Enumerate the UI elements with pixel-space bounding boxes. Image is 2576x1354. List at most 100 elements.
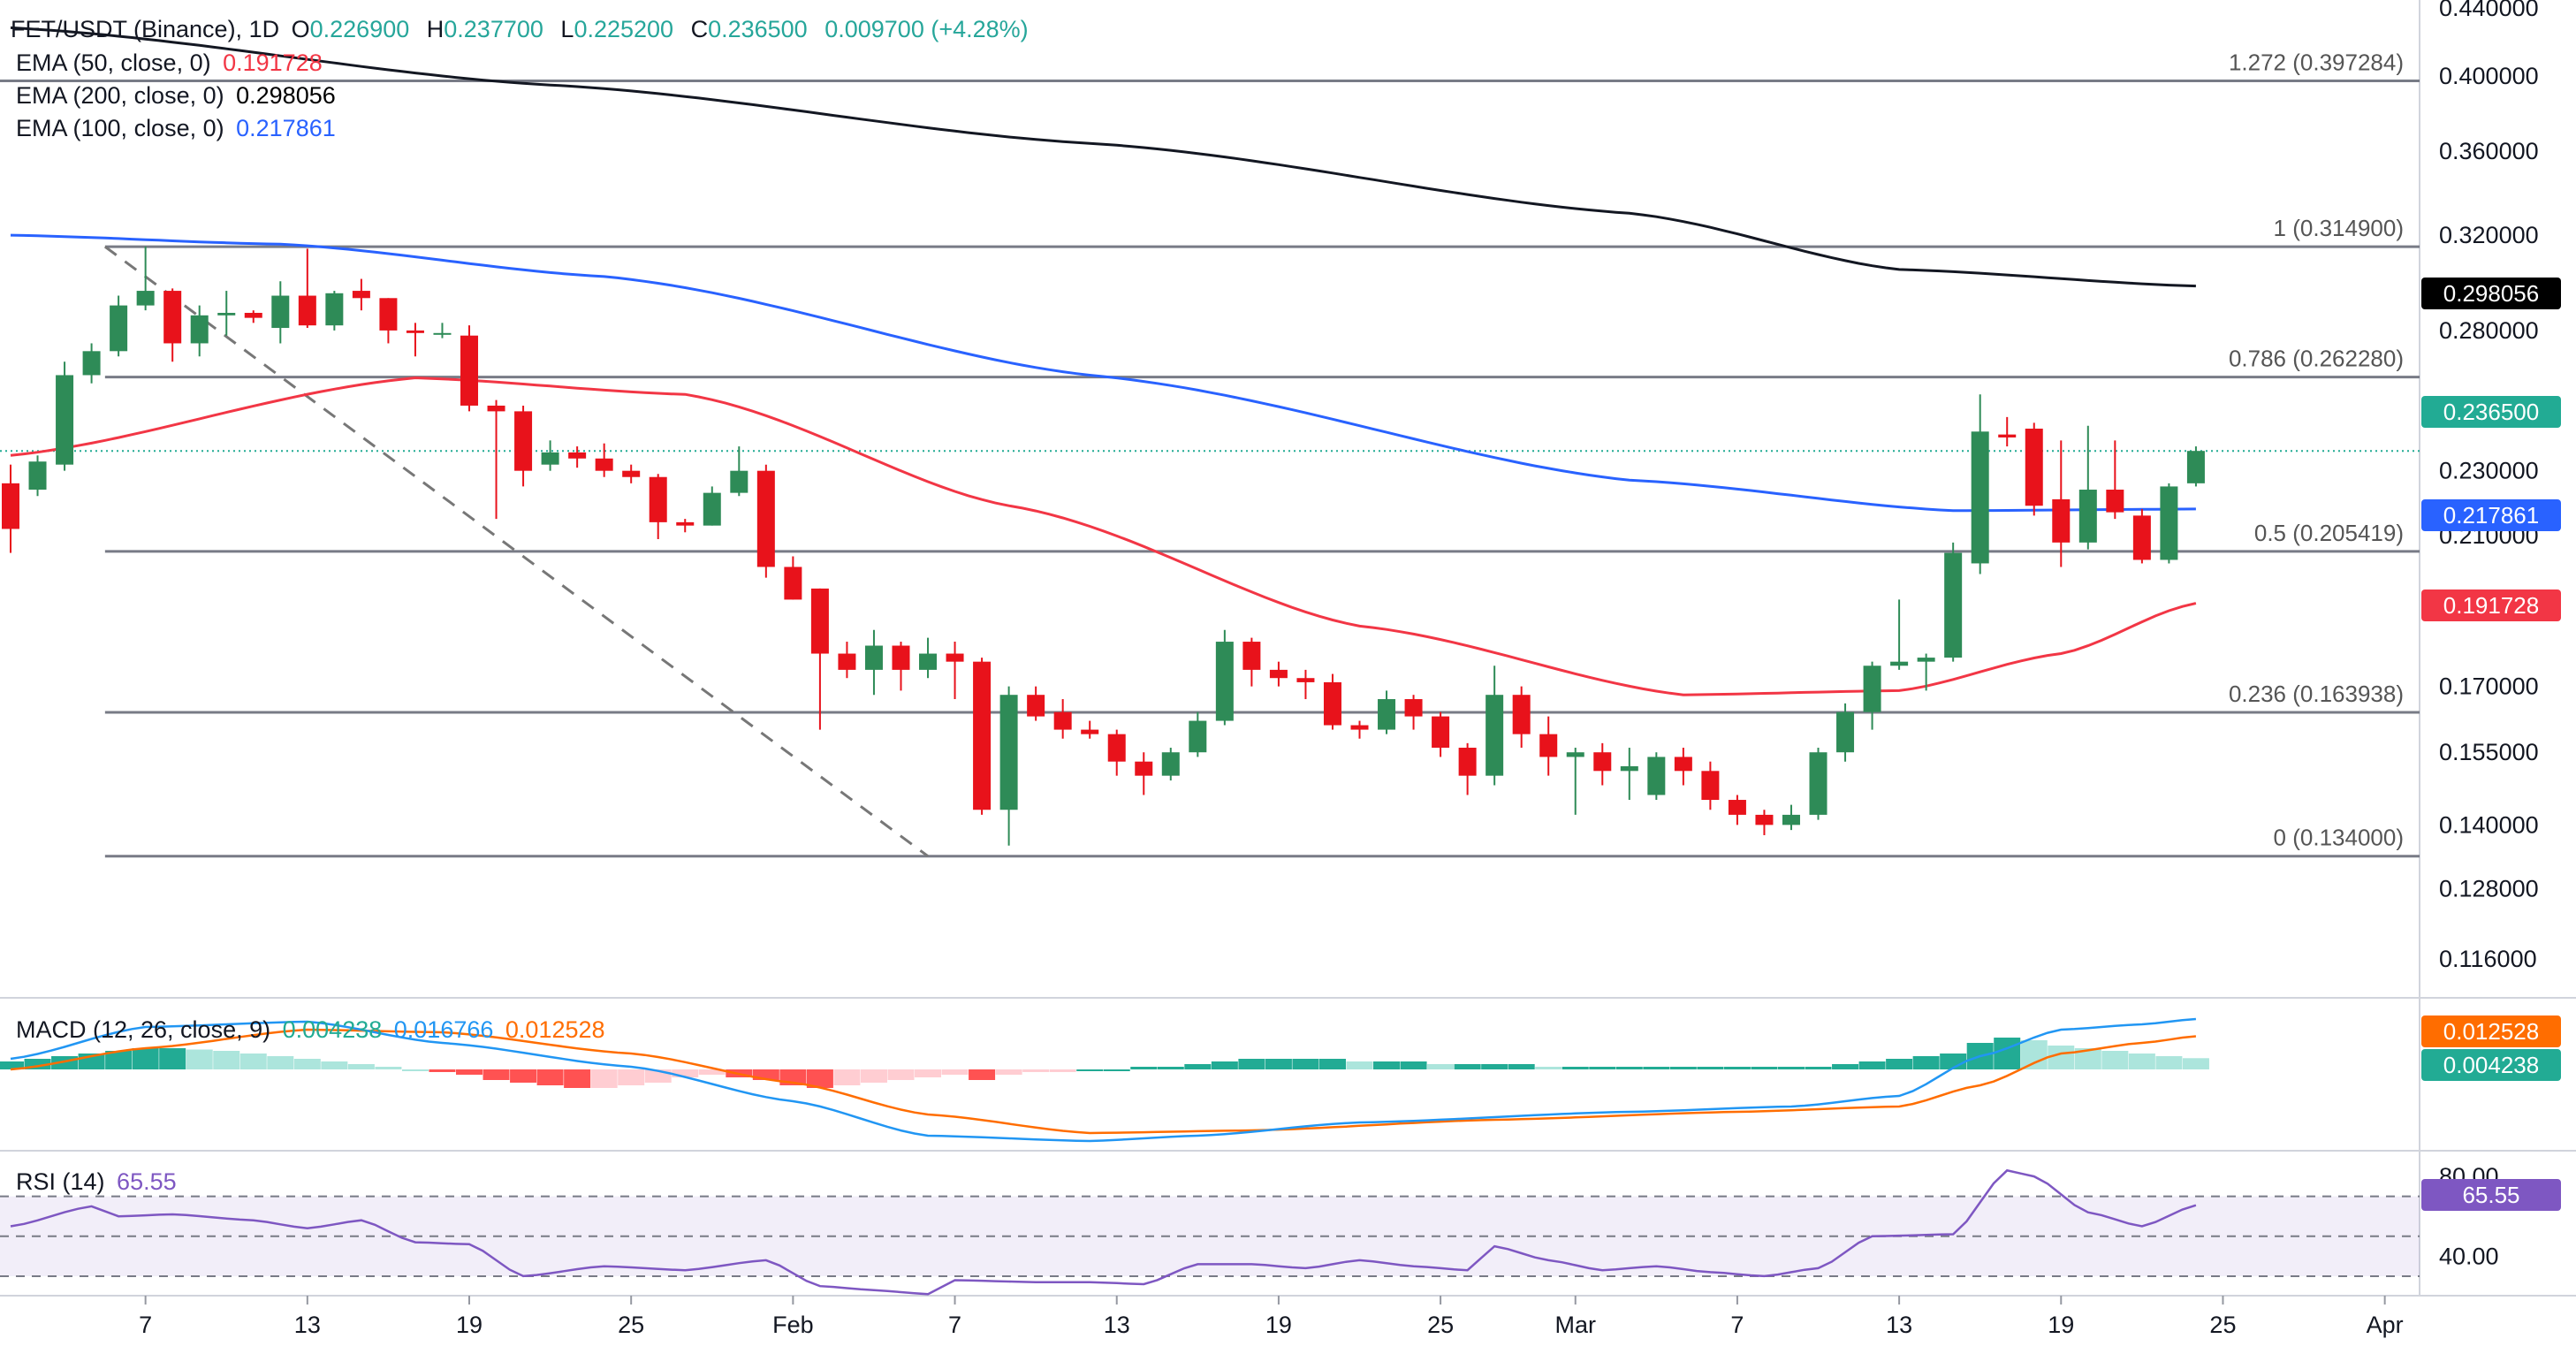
rsi-tick-label: 40.00: [2439, 1243, 2499, 1269]
macd-histogram-bar: [1508, 1064, 1535, 1069]
candle-body: [1027, 695, 1045, 717]
macd-histogram-bar: [1615, 1067, 1643, 1069]
candle-body: [379, 298, 398, 331]
macd-histogram-bar: [564, 1069, 591, 1088]
candle-body: [919, 653, 938, 670]
ema100-legend[interactable]: EMA (100, close, 0) 0.217861: [16, 115, 341, 142]
macd-histogram-bar: [213, 1051, 240, 1069]
macd-histogram-bar: [1669, 1067, 1697, 1069]
candle-body: [1944, 552, 1963, 658]
candle-body: [1135, 761, 1153, 776]
candle-body: [1593, 752, 1612, 772]
macd-histogram-bar: [1832, 1064, 1859, 1069]
time-tick-label: 19: [456, 1312, 483, 1338]
ema100-line: [10, 233, 2196, 513]
candle-body: [1782, 814, 1800, 825]
candle-body: [298, 295, 316, 326]
symbol-legend[interactable]: FET/USDT (Binance), 1D O0.226900 H0.2377…: [11, 16, 1034, 43]
candle-body: [1512, 695, 1531, 734]
price-tick-label: 0.116000: [2439, 946, 2537, 972]
macd-histogram-bar: [1589, 1067, 1616, 1069]
macd-histogram-bar: [2048, 1046, 2075, 1069]
time-tick-label: 7: [139, 1312, 152, 1338]
fib-level-label: 0.5 (0.205419): [2254, 520, 2404, 546]
macd-histogram-bar: [132, 1048, 159, 1069]
candle-body: [2160, 486, 2178, 560]
candle-body: [406, 330, 424, 333]
macd-histogram-bar: [1346, 1061, 1373, 1069]
macd-histogram-bar: [1643, 1067, 1670, 1069]
candle-body: [1836, 711, 1855, 753]
candle-body: [2106, 490, 2124, 513]
candle-body: [1161, 752, 1180, 776]
candle-body: [325, 293, 344, 326]
ema50-name: EMA (50, close, 0): [16, 49, 211, 76]
macd-legend[interactable]: MACD (12, 26, close, 9) 0.004238 0.01676…: [16, 1016, 611, 1044]
macd-histogram-bar: [969, 1069, 996, 1080]
macd-histogram-bar: [1427, 1064, 1455, 1069]
candle-body: [1620, 765, 1638, 772]
macd-histogram-bar: [1184, 1064, 1212, 1069]
ema200-legend[interactable]: EMA (200, close, 0) 0.298056: [16, 82, 341, 110]
last-price-badge: 0.236500: [2421, 396, 2561, 428]
candle-body: [676, 521, 695, 526]
candlesticks: [2, 246, 2205, 846]
time-axis[interactable]: 7 13 19 25 Feb 7 13 19 25 Mar 7 13 19 25 Apr: [139, 1296, 2404, 1338]
ema200-line: [10, 26, 2196, 288]
candle-body: [541, 452, 559, 465]
macd-histogram-bar: [429, 1069, 456, 1072]
macd-histogram-bar: [672, 1069, 699, 1077]
candle-body: [82, 351, 101, 376]
price-tick-label: 0.170000: [2439, 673, 2539, 700]
macd-histogram-bar: [347, 1064, 375, 1069]
macd-histogram-bar: [1886, 1059, 1913, 1069]
candle-body: [1107, 734, 1126, 762]
candle-body: [622, 470, 641, 477]
close-label: C: [690, 16, 709, 42]
time-tick-label: 13: [1104, 1312, 1130, 1338]
price-tick-label: 0.320000: [2439, 222, 2539, 248]
ema50-line: [10, 376, 2197, 696]
price-tick-label: 0.360000: [2439, 138, 2539, 164]
candle-body: [864, 645, 883, 670]
time-tick-label: 7: [948, 1312, 961, 1338]
time-tick-label: 7: [1730, 1312, 1744, 1338]
macd-histogram-bar: [510, 1069, 537, 1083]
candle-body: [1890, 661, 1909, 666]
candle-body: [2132, 515, 2151, 560]
candle-body: [433, 332, 452, 335]
candle-body: [28, 461, 47, 491]
macd-histogram-bar: [321, 1061, 348, 1069]
macd-line-value: 0.016766: [393, 1016, 494, 1043]
rsi-legend[interactable]: RSI (14) 65.55: [16, 1168, 182, 1196]
macd-histogram-bar: [1912, 1056, 1940, 1069]
macd-histogram-bar: [1373, 1061, 1401, 1069]
macd-histogram-bar: [1858, 1061, 1886, 1069]
macd-histogram-bar: [860, 1069, 887, 1083]
candle-body: [1809, 752, 1828, 815]
price-pane-grid: [0, 0, 2576, 1297]
ema100-name: EMA (100, close, 0): [16, 115, 224, 141]
open-label: O: [291, 16, 310, 42]
symbol-pair: FET/USDT (Binance), 1D: [11, 16, 280, 42]
candle-body: [1728, 800, 1746, 815]
candle-body: [1486, 695, 1504, 776]
ema50-legend[interactable]: EMA (50, close, 0) 0.191728: [16, 49, 328, 77]
macd-histogram-bar: [186, 1049, 213, 1069]
macd-histogram-bar: [159, 1048, 186, 1069]
candle-body: [460, 335, 479, 406]
candle-body: [163, 291, 182, 344]
macd-histogram-bar: [2182, 1058, 2209, 1069]
macd-histogram-bar: [375, 1067, 402, 1069]
candle-body: [136, 291, 155, 306]
ema100-value: 0.217861: [236, 115, 336, 141]
candle-body: [568, 452, 587, 459]
macd-histogram-bar: [806, 1069, 833, 1088]
candle-body: [1458, 748, 1477, 776]
time-tick-label: Feb: [772, 1312, 814, 1338]
ema50-price-badge: 0.191728: [2421, 590, 2561, 621]
candle-body: [1755, 814, 1774, 825]
candle-body: [1647, 757, 1666, 795]
candle-body: [810, 588, 829, 654]
